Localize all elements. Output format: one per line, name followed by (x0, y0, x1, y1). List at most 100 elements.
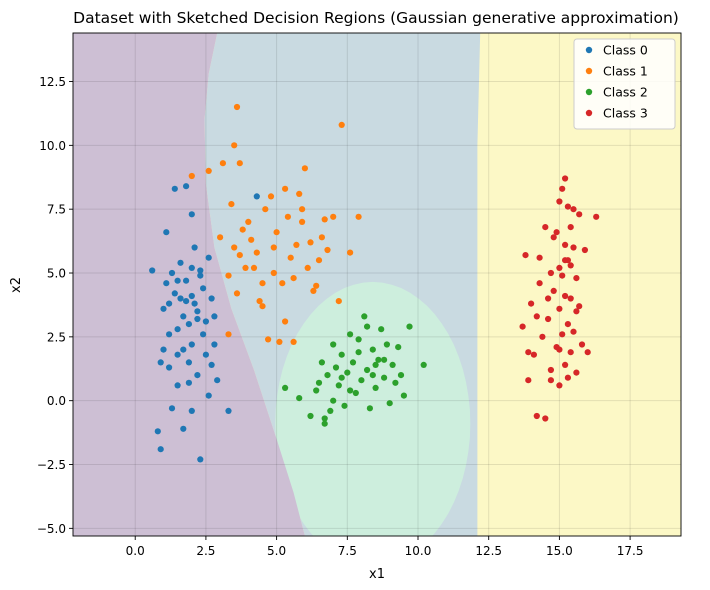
point-class-0 (166, 331, 173, 338)
x-tick-label: 12.5 (475, 544, 502, 558)
point-class-2 (330, 341, 337, 348)
point-class-0 (188, 341, 195, 348)
legend-marker (585, 88, 593, 96)
y-tick-label: 0.0 (47, 394, 66, 408)
point-class-0 (157, 359, 164, 366)
point-class-0 (166, 364, 173, 371)
point-class-1 (330, 213, 337, 220)
point-class-0 (205, 392, 212, 399)
point-class-1 (248, 236, 255, 243)
point-class-0 (180, 313, 187, 320)
point-class-1 (321, 216, 328, 223)
point-class-1 (262, 206, 269, 213)
point-class-2 (400, 392, 407, 399)
point-class-0 (183, 277, 190, 284)
plot-frame (72, 32, 682, 537)
point-class-1 (228, 201, 235, 208)
point-class-2 (344, 369, 351, 376)
region-class-2 (275, 281, 471, 536)
y-tick-label: 5.0 (47, 267, 66, 281)
point-class-2 (318, 359, 325, 366)
point-class-1 (231, 142, 238, 149)
point-class-1 (233, 290, 241, 297)
point-class-1 (313, 282, 320, 289)
point-class-0 (174, 326, 181, 333)
grid (73, 33, 681, 536)
point-class-3 (556, 305, 563, 312)
y-tick-label: 12.5 (39, 75, 66, 89)
legend-marker (585, 67, 593, 75)
point-class-1 (315, 257, 323, 264)
x-tick-label: 2.5 (196, 544, 215, 558)
point-class-1 (256, 298, 263, 305)
point-class-1 (225, 272, 232, 279)
point-class-0 (200, 285, 207, 292)
point-class-2 (389, 361, 396, 368)
point-class-2 (366, 405, 373, 412)
point-class-0 (177, 295, 184, 302)
x-tick-label: 5.0 (267, 544, 286, 558)
point-class-3 (576, 211, 583, 218)
point-class-3 (556, 346, 563, 353)
point-class-1 (236, 160, 243, 167)
point-class-0 (194, 372, 201, 379)
point-class-3 (522, 252, 529, 259)
legend-label: Class 1 (603, 64, 648, 79)
point-class-3 (562, 241, 569, 248)
point-class-3 (573, 275, 580, 282)
point-class-2 (313, 387, 320, 394)
point-class-2 (352, 389, 359, 397)
point-class-0 (166, 300, 173, 307)
point-class-1 (259, 303, 266, 310)
point-class-3 (564, 203, 572, 210)
point-class-3 (519, 323, 526, 330)
point-class-1 (239, 226, 246, 233)
point-class-3 (562, 361, 569, 368)
point-class-1 (225, 331, 232, 338)
point-class-0 (188, 264, 195, 271)
point-class-3 (570, 244, 577, 251)
point-class-2 (307, 412, 314, 420)
point-class-1 (324, 246, 331, 254)
point-class-2 (381, 374, 388, 381)
point-class-2 (321, 420, 328, 427)
point-class-2 (397, 372, 405, 379)
point-class-3 (553, 229, 560, 236)
point-class-3 (550, 234, 557, 241)
point-class-2 (406, 323, 413, 330)
y-tick-label: 2.5 (47, 330, 66, 344)
point-class-0 (171, 185, 178, 192)
point-class-3 (573, 369, 580, 376)
region-class-0 (73, 33, 305, 536)
point-class-0 (149, 267, 156, 274)
point-class-2 (392, 379, 399, 386)
legend-label: Class 0 (603, 43, 648, 58)
point-class-3 (567, 224, 574, 231)
point-class-0 (160, 346, 167, 353)
point-class-1 (282, 318, 289, 325)
point-class-1 (290, 338, 297, 345)
point-class-0 (180, 346, 187, 353)
point-class-2 (332, 364, 340, 371)
point-class-1 (282, 185, 289, 192)
point-class-0 (225, 407, 232, 414)
point-class-0 (183, 298, 190, 305)
legend: Class 0 Class 1 Class 2 Class 3 (573, 38, 676, 130)
point-class-1 (205, 167, 212, 174)
point-class-1 (355, 213, 362, 220)
point-class-3 (562, 292, 569, 300)
point-class-1 (304, 264, 311, 271)
x-tick-label: 15.0 (546, 544, 573, 558)
point-class-2 (349, 359, 357, 366)
point-class-0 (208, 295, 215, 302)
point-class-0 (205, 254, 212, 261)
point-class-3 (570, 206, 577, 213)
point-class-3 (573, 308, 580, 315)
point-class-1 (296, 190, 303, 197)
point-class-2 (335, 382, 342, 389)
point-class-2 (364, 323, 371, 330)
point-class-1 (299, 218, 306, 225)
point-class-1 (318, 234, 325, 241)
point-class-3 (564, 374, 572, 381)
